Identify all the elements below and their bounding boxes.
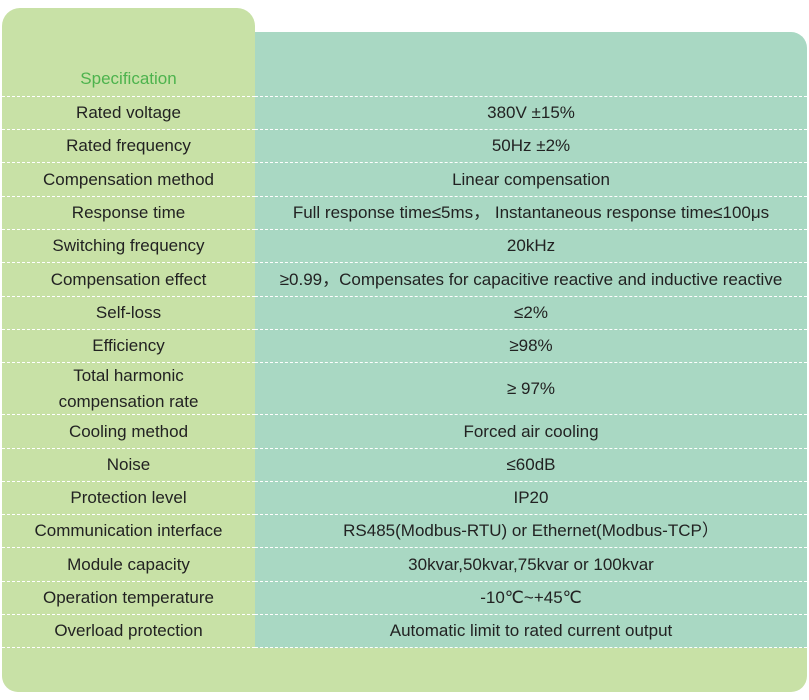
row-label: Compensation method [2, 163, 255, 197]
row-label: Response time [2, 197, 255, 230]
row-label: Protection level [2, 482, 255, 515]
row-label: Operation temperature [2, 582, 255, 615]
row-value: Automatic limit to rated current output [255, 615, 807, 648]
row-value: 380V ±15% [255, 97, 807, 130]
row-value: Forced air cooling [255, 415, 807, 449]
row-label: Switching frequency [2, 230, 255, 263]
row-value: 30kvar,50kvar,75kvar or 100kvar [255, 548, 807, 582]
row-label: Communication interface [2, 515, 255, 548]
row-value: Linear compensation [255, 163, 807, 197]
header-cell [255, 62, 807, 97]
row-value: 50Hz ±2% [255, 130, 807, 163]
row-label: Noise [2, 449, 255, 482]
row-value: ≤2% [255, 297, 807, 330]
row-label: Rated voltage [2, 97, 255, 130]
row-value: ≥0.99，Compensates for capacitive reactiv… [255, 263, 807, 297]
row-label: Total harmonic compensation rate [2, 363, 255, 415]
table-title: Specification [2, 62, 255, 97]
row-label: Efficiency [2, 330, 255, 363]
bottom-strip [2, 640, 807, 692]
row-value: ≤60dB [255, 449, 807, 482]
row-value: RS485(Modbus-RTU) or Ethernet(Modbus-TCP… [255, 515, 807, 548]
row-value: Full response time≤5ms， Instantaneous re… [255, 197, 807, 230]
row-value: ≥ 97% [255, 363, 807, 415]
right-panel [255, 32, 807, 648]
row-label: Compensation effect [2, 263, 255, 297]
row-value: ≥98% [255, 330, 807, 363]
row-label: Rated frequency [2, 130, 255, 163]
row-value: IP20 [255, 482, 807, 515]
left-panel [2, 8, 255, 692]
row-value: 20kHz [255, 230, 807, 263]
row-value: -10℃~+45℃ [255, 582, 807, 615]
row-label: Self-loss [2, 297, 255, 330]
row-label: Module capacity [2, 548, 255, 582]
row-label: Cooling method [2, 415, 255, 449]
row-label: Overload protection [2, 615, 255, 648]
